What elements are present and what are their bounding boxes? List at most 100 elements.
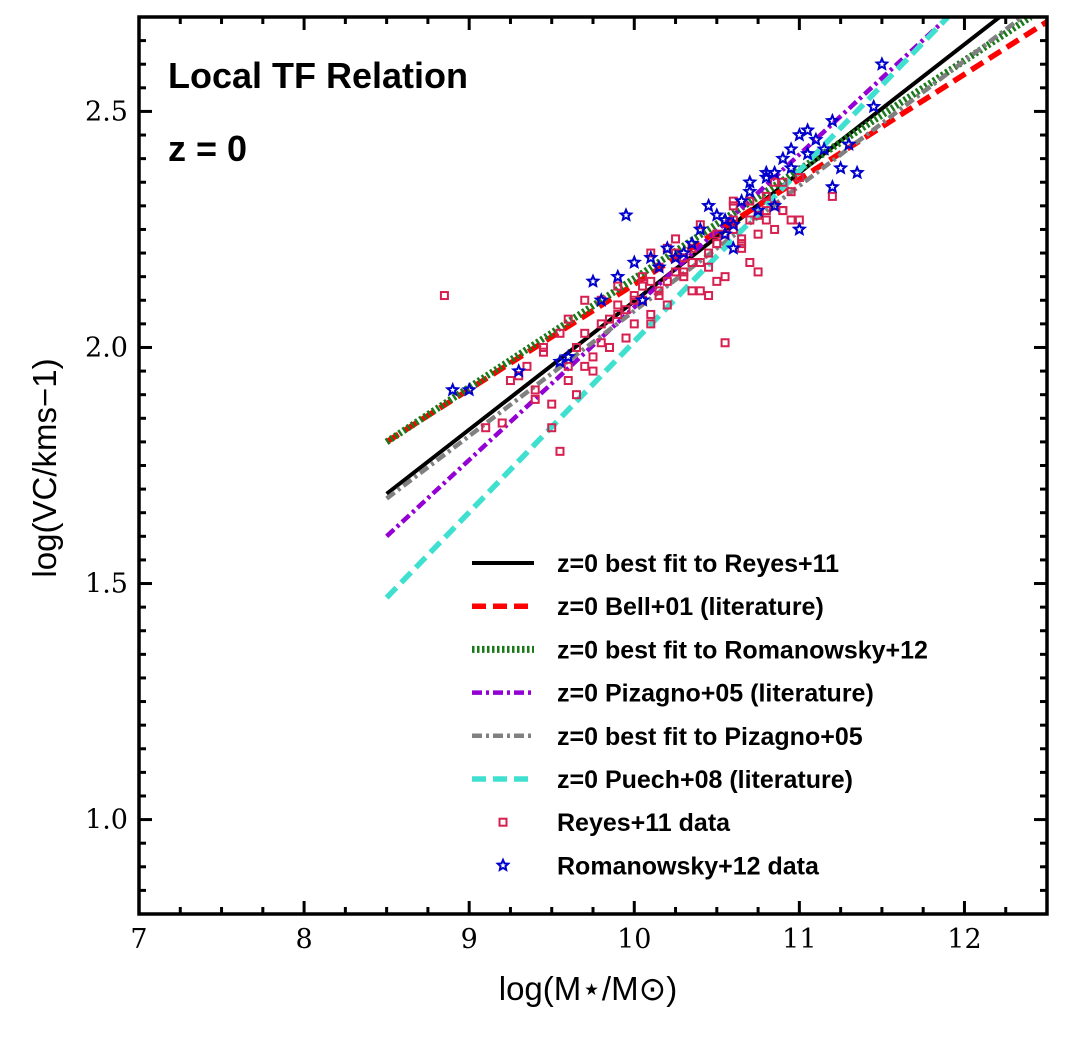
legend-entry-label: z=0 Pizagno+05 (literature): [557, 680, 874, 708]
reyes-point: [745, 257, 755, 267]
romanowsky-point: [643, 249, 659, 265]
legend-marker-swatch: [495, 857, 511, 872]
romanowsky-point: [634, 292, 651, 307]
x-tick-label: 10: [617, 924, 651, 955]
reyes-point: [588, 366, 598, 376]
reyes-point: [571, 390, 581, 400]
reyes-point: [547, 423, 557, 433]
reyes-point: [596, 338, 606, 348]
reyes-point: [704, 291, 714, 301]
fit-line: [384, 17, 1033, 445]
romanowsky-point: [444, 381, 461, 397]
romanowsky-point: [609, 268, 626, 284]
romanowsky-point: [667, 249, 684, 265]
romanowsky-point: [659, 240, 675, 255]
y-tick-label: 1.0: [85, 805, 128, 836]
reyes-point: [695, 220, 705, 230]
romanowsky-point: [618, 207, 634, 222]
romanowsky-point: [742, 183, 758, 199]
chart-title: Local TF Relation: [168, 55, 468, 96]
legend-entry-label: Romanowsky+12 data: [557, 852, 820, 880]
reyes-point: [695, 286, 705, 296]
reyes-point: [753, 267, 763, 277]
reyes-point: [662, 300, 672, 310]
reyes-point: [761, 215, 771, 225]
romanowsky-point: [799, 122, 816, 137]
reyes-point: [563, 361, 573, 371]
romanowsky-point: [766, 197, 783, 213]
fit-line: [385, 17, 950, 538]
reyes-point: [629, 319, 639, 329]
reyes-point: [679, 267, 689, 277]
reyes-point: [753, 229, 763, 239]
reyes-point: [538, 347, 548, 357]
x-axis-label: log(M⋆/M⊙): [499, 970, 677, 1007]
reyes-point: [671, 234, 681, 244]
romanowsky-point: [758, 169, 775, 185]
romanowsky-point: [791, 221, 808, 237]
fit-line: [385, 17, 1024, 501]
romanowsky-point: [791, 126, 808, 142]
x-tick-label: 7: [130, 924, 147, 955]
reyes-point: [580, 328, 590, 338]
reyes-point: [687, 257, 697, 267]
y-tick-label: 1.5: [85, 569, 128, 600]
romanowsky-point: [750, 202, 766, 218]
fit-lines: [384, 17, 1047, 600]
romanowsky-point: [824, 178, 841, 194]
reyes-point: [679, 272, 689, 282]
reyes-point: [596, 319, 606, 329]
reyes-point: [745, 196, 755, 206]
legend-entry-label: z=0 Bell+01 (literature): [557, 593, 824, 621]
legend-entry-label: z=0 best fit to Reyes+11: [557, 550, 839, 578]
reyes-point: [621, 305, 631, 315]
reyes-point: [571, 342, 581, 352]
romanowsky-point: [560, 348, 576, 364]
x-tick-label: 11: [782, 924, 816, 955]
reyes-point: [481, 423, 491, 433]
romanowsky-point: [799, 145, 816, 161]
reyes-point: [588, 352, 598, 362]
reyes-point: [712, 276, 722, 286]
reyes-point: [786, 187, 796, 197]
romanowsky-point: [593, 292, 610, 307]
reyes-point: [613, 281, 623, 291]
reyes-point: [794, 173, 804, 183]
reyes-point: [505, 376, 515, 386]
reyes-point: [530, 385, 540, 395]
romanowsky-point: [692, 221, 708, 237]
x-tick-label: 12: [947, 924, 981, 955]
romanowsky-point: [709, 207, 725, 222]
reyes-point: [720, 272, 730, 282]
romanowsky-point: [510, 362, 527, 378]
romanowsky-point: [841, 136, 857, 152]
reyes-point: [605, 314, 615, 324]
plot-frame: [137, 15, 1049, 916]
fit-line: [384, 17, 950, 600]
data-points: [439, 56, 890, 456]
reyes-point: [497, 418, 507, 428]
reyes-point: [786, 215, 796, 225]
y-axis-label: log(VC/kms−1): [26, 358, 63, 577]
reyes-point: [646, 248, 656, 258]
fit-line: [385, 17, 1003, 496]
reyes-point: [654, 291, 664, 301]
romanowsky-point: [733, 192, 750, 208]
reyes-point: [547, 399, 557, 409]
reyes-point: [671, 267, 681, 277]
romanowsky-point: [725, 240, 742, 255]
legend: z=0 best fit to Reyes+11 z=0 Bell+01 (lit…: [472, 550, 928, 880]
reyes-point: [704, 248, 714, 258]
y-tick-label: 2.5: [85, 96, 128, 127]
legend-entry-label: Reyes+11 data: [557, 809, 731, 837]
reyes-point: [778, 177, 788, 187]
romanowsky-point: [783, 159, 799, 175]
reyes-point: [555, 446, 565, 456]
romanowsky-point: [824, 112, 841, 128]
reyes-point: [778, 206, 788, 216]
reyes-point: [737, 239, 747, 249]
reyes-point: [538, 342, 548, 352]
reyes-point: [439, 291, 449, 301]
romanowsky-point: [626, 254, 642, 269]
